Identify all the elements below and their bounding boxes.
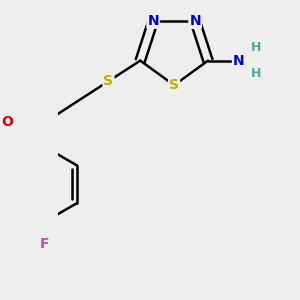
Text: H: H (250, 67, 261, 80)
Text: O: O (1, 116, 13, 130)
Text: S: S (169, 78, 179, 92)
Text: N: N (189, 14, 201, 28)
Text: N: N (233, 54, 244, 68)
Text: S: S (103, 74, 113, 88)
Text: F: F (40, 237, 50, 251)
Text: N: N (147, 14, 159, 28)
Text: H: H (250, 41, 261, 54)
